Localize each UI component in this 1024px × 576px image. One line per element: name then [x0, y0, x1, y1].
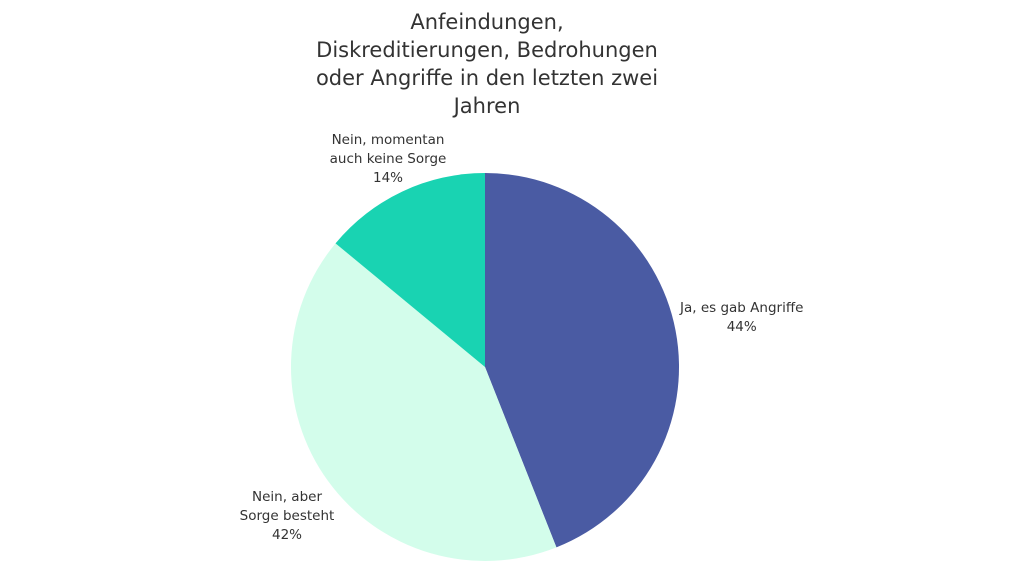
chart-title: Anfeindungen, Diskreditierungen, Bedrohu…: [262, 8, 712, 120]
pie-slices: [290, 173, 680, 562]
slice-label-text: Nein, momentan: [331, 132, 445, 148]
slice-label-keine-sorge: Nein, momentan auch keine Sorge 14%: [318, 131, 458, 188]
slice-label-text: Ja, es gab Angriffe: [680, 300, 804, 316]
slice-label-text: Sorge besteht: [239, 508, 335, 524]
slice-keine-sorge: [335, 173, 485, 367]
slice-label-value: 42%: [271, 527, 302, 543]
slice-label-text: auch keine Sorge: [329, 151, 447, 167]
slice-label-text: Nein, aber: [252, 489, 322, 505]
slice-sorge: [290, 243, 557, 562]
slice-label-value: 44%: [726, 319, 757, 335]
chart-title-line: Anfeindungen,: [410, 10, 564, 34]
slice-label-value: 14%: [372, 170, 403, 186]
chart-title-line: Jahren: [453, 94, 521, 118]
slice-label-ja: Ja, es gab Angriffe 44%: [680, 299, 803, 337]
chart-title-line: oder Angriffe in den letzten zwei: [315, 66, 659, 90]
slice-ja: [485, 173, 680, 548]
slice-label-sorge: Nein, aber Sorge besteht 42%: [226, 488, 348, 545]
chart-title-line: Diskreditierungen, Bedrohungen: [316, 38, 658, 62]
